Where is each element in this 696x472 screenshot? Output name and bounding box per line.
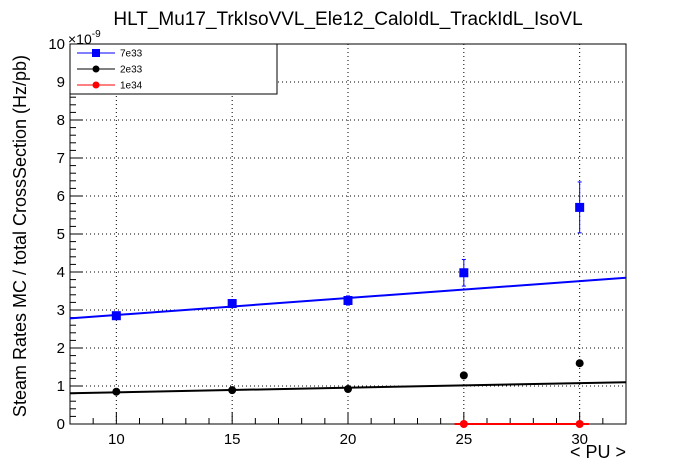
y-tick-label: 4	[57, 264, 65, 281]
y-tick-label: 5	[57, 226, 65, 243]
y-tick-label: 1	[57, 378, 65, 395]
legend-label-2e33: 2e33	[120, 65, 143, 76]
data-markers	[111, 181, 585, 428]
data-point-2e33	[575, 359, 584, 368]
data-point-7e33	[227, 299, 237, 309]
y-tick-label: 0	[57, 416, 65, 433]
grid	[70, 44, 626, 424]
data-point-7e33	[343, 296, 353, 305]
data-point-1e34	[459, 420, 468, 428]
y-tick-labels: 0 1 2 3 4 5 6 7 8 9 10	[48, 36, 65, 433]
data-point-2e33	[112, 387, 121, 396]
data-point-7e33	[459, 268, 469, 278]
y-tick-label: 6	[57, 188, 65, 205]
legend-marker-2e33	[92, 65, 100, 73]
x-tick-label: 25	[455, 431, 472, 448]
chart-title: HLT_Mu17_TrkIsoVVL_Ele12_CaloIdL_TrackId…	[113, 9, 582, 30]
x-tick-label: 30	[571, 431, 588, 448]
x-tick-label: 20	[340, 431, 357, 448]
data-point-7e33	[575, 202, 585, 212]
y-axis-multiplier: ×10-9	[68, 29, 101, 47]
y-tick-label: 9	[57, 74, 65, 91]
data-point-1e34	[575, 420, 584, 428]
x-tick-label: 10	[108, 431, 125, 448]
y-tick-label: 2	[57, 340, 65, 357]
x-axis-label: < PU >	[570, 442, 626, 462]
x-tick-labels: 10 15 20 25 30	[108, 431, 588, 448]
y-tick-label: 7	[57, 150, 65, 167]
y-tick-label: 10	[48, 36, 65, 53]
legend-marker-1e34	[92, 81, 100, 89]
data-point-2e33	[344, 385, 352, 394]
data-point-2e33	[228, 386, 237, 395]
y-tick-label: 8	[57, 112, 65, 129]
legend-marker-7e33	[92, 49, 100, 57]
legend: 7e33 2e33 1e34	[69, 43, 278, 95]
y-multiplier-base: ×10	[68, 31, 92, 47]
data-point-7e33	[111, 311, 121, 321]
data-point-2e33	[459, 371, 468, 380]
y-multiplier-exponent: -9	[92, 29, 101, 40]
legend-label-7e33: 7e33	[120, 49, 143, 60]
legend-label-1e34: 1e34	[120, 81, 143, 92]
y-axis-label: Steam Rates MC / total CrossSection (Hz/…	[10, 55, 30, 417]
x-tick-label: 15	[224, 431, 241, 448]
y-tick-label: 3	[57, 302, 65, 319]
legend-entries: 7e33 2e33 1e34	[77, 49, 143, 92]
